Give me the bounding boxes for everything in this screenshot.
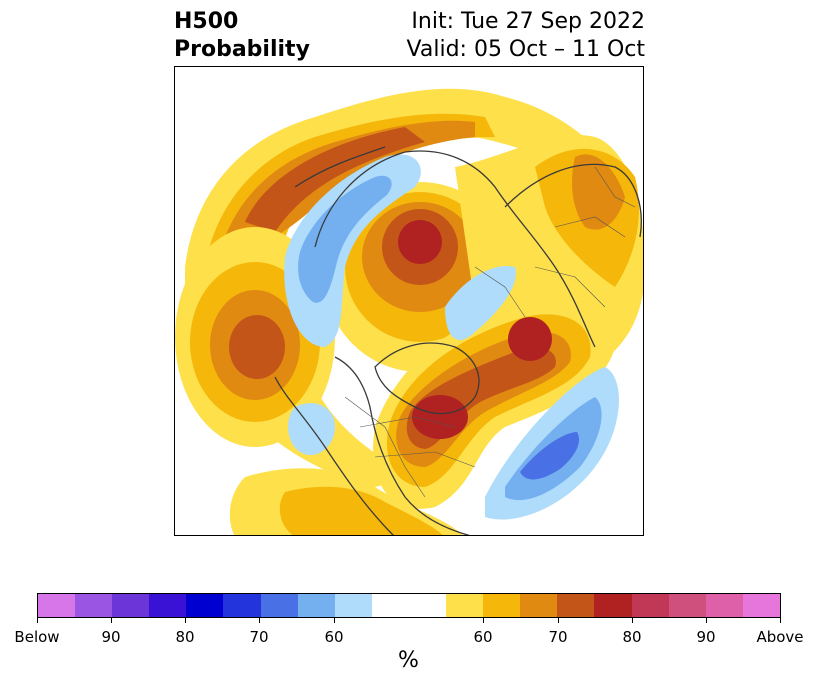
colorbar-above-75 xyxy=(594,594,632,617)
borders xyxy=(344,166,636,498)
colorbar-above-55 xyxy=(446,594,484,617)
colorbar-below-85 xyxy=(112,594,150,617)
colorbar-neutral xyxy=(371,594,447,617)
colorbar-above-80 xyxy=(631,594,669,617)
tickmark xyxy=(334,618,335,623)
colorbar-above-90 xyxy=(705,594,743,617)
init-date: Init: Tue 27 Sep 2022 xyxy=(411,9,645,34)
colorbar-below-60 xyxy=(297,594,335,617)
colorbar-above-65 xyxy=(520,594,558,617)
tick-label: 80 xyxy=(175,628,195,646)
above-95-atlantic-west xyxy=(412,395,468,439)
tickmark xyxy=(632,618,633,623)
probability-map xyxy=(174,66,644,536)
colorbar-below-70 xyxy=(223,594,261,617)
tickmark xyxy=(37,618,38,623)
colorbar-below-80 xyxy=(149,594,187,617)
title-product: Probability xyxy=(174,37,310,62)
colorbar-below-65 xyxy=(260,594,298,617)
map-subtitle: Init: Tue 27 Sep 2022 Valid: 05 Oct – 11… xyxy=(407,8,645,64)
above-70-us xyxy=(279,486,443,535)
tickmark xyxy=(483,618,484,623)
tick-label: Below xyxy=(14,628,60,646)
tickmark xyxy=(259,618,260,623)
below-60-scandinavia xyxy=(445,266,516,340)
tick-label: 90 xyxy=(101,628,121,646)
anomaly-fields xyxy=(175,88,643,535)
colorbar-above-95 xyxy=(742,594,780,617)
below-80-atlantic xyxy=(520,432,580,480)
tick-label: 60 xyxy=(473,628,493,646)
colorbar-below-55 xyxy=(334,594,372,617)
tick-label: 80 xyxy=(622,628,642,646)
colorbar xyxy=(37,593,781,618)
colorbar-above-70 xyxy=(557,594,595,617)
coastlines xyxy=(274,146,642,535)
colorbar-below-95 xyxy=(38,594,76,617)
tick-label: 90 xyxy=(696,628,716,646)
below-70-canada xyxy=(298,175,392,303)
tick-label: Above xyxy=(756,628,804,646)
tick-label: 70 xyxy=(548,628,568,646)
valid-period: Valid: 05 Oct – 11 Oct xyxy=(406,37,645,62)
colorbar-above-60 xyxy=(483,594,521,617)
tickmark xyxy=(185,618,186,623)
map-title: H500 Probability xyxy=(174,8,310,64)
map-canvas xyxy=(175,88,643,535)
colorbar-above-85 xyxy=(668,594,706,617)
above-90-west xyxy=(245,127,425,232)
title-variable: H500 xyxy=(174,9,239,34)
tickmark xyxy=(706,618,707,623)
tickmark xyxy=(111,618,112,623)
tickmark xyxy=(780,618,781,623)
colorbar-below-90 xyxy=(75,594,113,617)
tick-label: 70 xyxy=(249,628,269,646)
above-95-arctic xyxy=(398,220,442,264)
above-90-pacific xyxy=(229,315,285,379)
colorbar-unit: % xyxy=(398,648,419,673)
tick-label: 60 xyxy=(324,628,344,646)
above-80-asia xyxy=(572,154,625,230)
colorbar-below-75 xyxy=(186,594,224,617)
above-95-atlantic-east xyxy=(508,317,552,361)
tickmark xyxy=(558,618,559,623)
